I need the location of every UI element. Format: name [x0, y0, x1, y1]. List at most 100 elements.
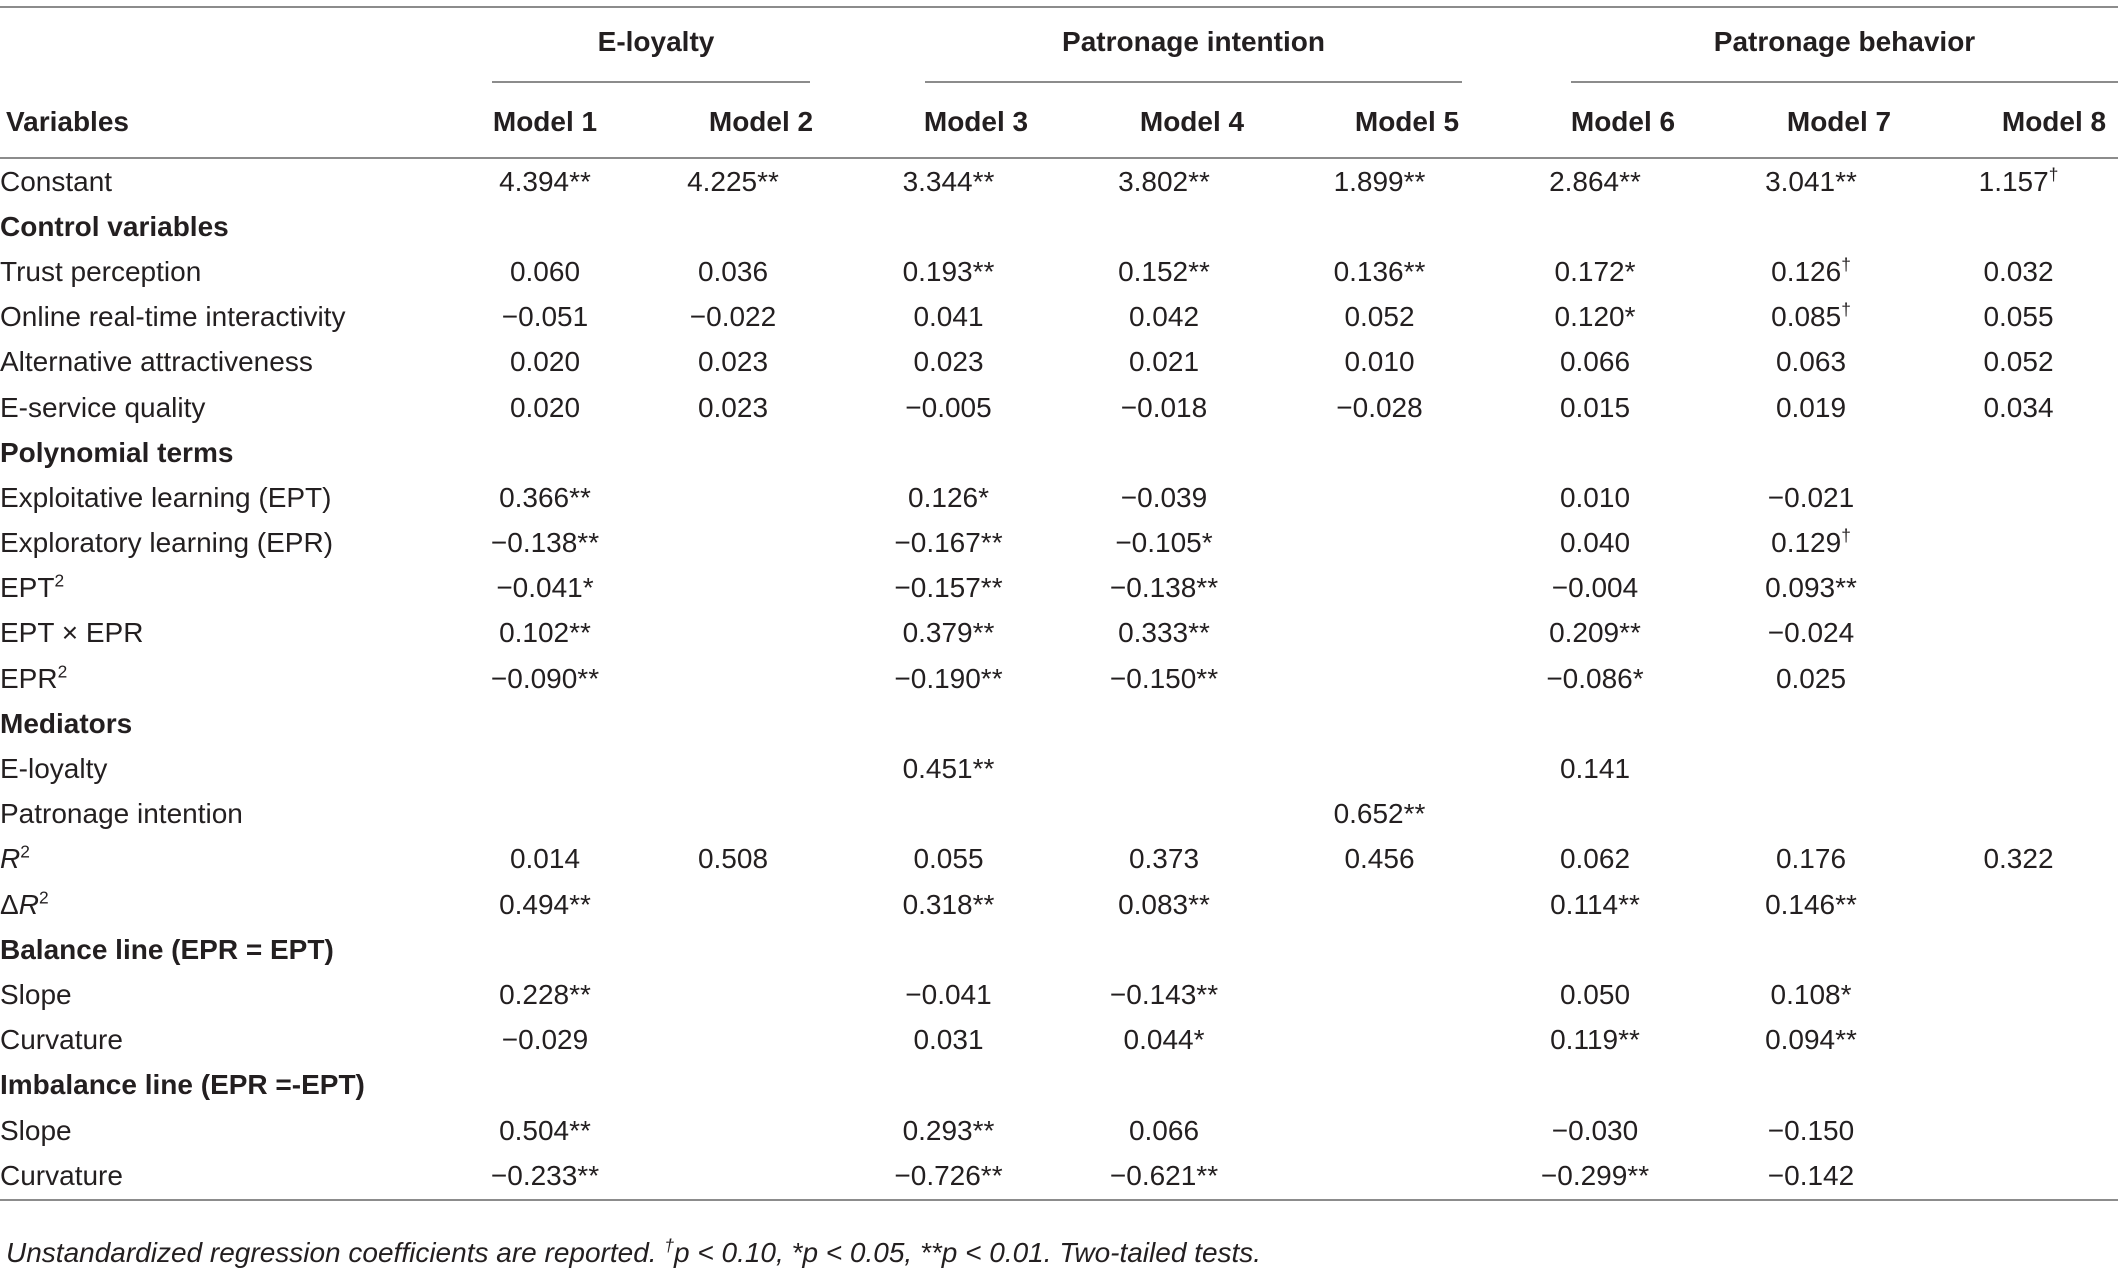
model-1-value: 0.504** [499, 1114, 591, 1146]
model-5-value [1272, 1018, 1487, 1063]
model-3-value [841, 927, 1056, 972]
model-4-value: 3.802** [1118, 165, 1210, 197]
model-7-value [1703, 746, 1919, 791]
model-3-value: 0.041 [913, 301, 984, 333]
model-4-header: Model 4 [1139, 106, 1245, 137]
model-3-value: 0.293** [902, 1114, 995, 1146]
table-bottom-rule [0, 1199, 2118, 1201]
model-8-value [1919, 430, 2118, 475]
model-6-value: 0.141 [1559, 753, 1631, 785]
model-3-value: 0.031 [913, 1024, 984, 1056]
model-3-value: −0.726** [894, 1159, 1003, 1191]
variables-header: Variables [6, 106, 129, 137]
model-6-value: 2.864** [1549, 165, 1641, 197]
variable-label: Trust perception [0, 255, 202, 287]
model-3-value: 0.451** [902, 753, 995, 785]
group-header-e-loyalty: E-loyalty [597, 26, 715, 57]
table-row: E-service quality 0.020 0.023 −0.005 −0.018 −… [0, 385, 2118, 430]
model-8-value [1919, 521, 2118, 566]
table-row: Slope 0.504** 0.293** 0.066 −0.030 −0.150 [0, 1108, 2118, 1153]
model-2-value: 0.508 [697, 843, 769, 875]
model-7-value: 0.094** [1765, 1024, 1857, 1056]
model-6-value: −0.004 [1551, 572, 1639, 604]
model-6-value: 0.114** [1550, 888, 1640, 920]
model-2-value [625, 972, 841, 1017]
model-1-value: 0.366** [499, 481, 591, 513]
variable-label: Online real-time interactivity [0, 301, 346, 333]
model-4-value [1056, 792, 1272, 837]
model-2-value [625, 1018, 841, 1063]
model-8-value [1919, 204, 2118, 249]
model-4-value: 0.044* [1123, 1024, 1205, 1056]
model-4-value: −0.621** [1109, 1159, 1219, 1191]
model-8-value: 0.032 [1983, 255, 2054, 287]
model-2-header: Model 2 [708, 106, 814, 137]
model-8-value [1919, 1018, 2118, 1063]
table-row: ΔR2 0.494** 0.318** 0.083** 0.114** 0.146** [0, 882, 2118, 927]
model-8-value: 1.157† [1978, 164, 2059, 197]
model-1-value: −0.041* [496, 572, 594, 604]
model-4-value: 0.333** [1118, 617, 1210, 649]
model-2-value: 0.023 [697, 346, 769, 378]
model-8-value [1919, 1153, 2118, 1198]
section-label: Balance line (EPR = EPT) [0, 933, 334, 965]
table-row: Exploitative learning (EPT) 0.366** 0.126*… [0, 475, 2118, 520]
section-label: Mediators [0, 707, 133, 739]
model-2-value [625, 611, 841, 656]
table-row: EPT2 −0.041* −0.157** −0.138** −0.004 0.093** [0, 566, 2118, 611]
model-5-value [1272, 204, 1487, 249]
table-row: Patronage intention 0.652** [0, 792, 2118, 837]
model-7-value [1703, 204, 1919, 249]
model-6-value: 0.040 [1559, 527, 1631, 559]
model-3-value: −0.041 [905, 978, 992, 1010]
model-6-value: 0.015 [1559, 391, 1631, 423]
model-5-value: 1.899** [1333, 165, 1426, 197]
group-header-patronage-behavior: Patronage behavior [1713, 26, 1976, 57]
model-2-value [625, 882, 841, 927]
model-7-value: 0.176 [1775, 843, 1847, 875]
table-row: Slope 0.228** −0.041 −0.143** 0.050 0.108* [0, 972, 2118, 1017]
model-8-value [1919, 701, 2118, 746]
section-header-row: Polynomial terms [0, 430, 2118, 475]
variable-label: Slope [0, 1114, 72, 1146]
model-6-value: 0.172* [1554, 255, 1636, 287]
model-2-value [625, 656, 841, 701]
model-1-value: −0.233** [490, 1159, 600, 1191]
table-row: E-loyalty 0.451** 0.141 [0, 746, 2118, 791]
model-3-value: 0.193** [902, 255, 995, 287]
model-7-value: 0.126† [1771, 254, 1851, 287]
model-4-value: −0.138** [1109, 572, 1219, 604]
variable-label: Curvature [0, 1159, 123, 1191]
variable-label: Alternative attractiveness [0, 346, 313, 378]
model-4-value: 0.066 [1128, 1114, 1200, 1146]
model-8-value [1919, 927, 2118, 972]
variable-label: Curvature [0, 1024, 123, 1056]
variable-label: Exploitative learning (EPT) [0, 481, 332, 513]
model-7-value: 0.108* [1770, 978, 1852, 1010]
model-2-value [625, 1153, 841, 1198]
model-3-value: −0.005 [905, 391, 992, 423]
model-4-value [1056, 204, 1272, 249]
model-5-value [1272, 1108, 1487, 1153]
model-3-value [841, 204, 1056, 249]
model-1-value: −0.138** [490, 527, 600, 559]
model-8-value [1919, 882, 2118, 927]
variable-label: Patronage intention [0, 798, 243, 830]
model-8-value [1919, 972, 2118, 1017]
model-5-value [1272, 701, 1487, 746]
model-5-value [1272, 611, 1487, 656]
model-7-value: −0.150 [1767, 1114, 1855, 1146]
model-7-value: 0.129† [1771, 525, 1851, 559]
model-1-value: 0.020 [509, 391, 581, 423]
table-row: EPR2 −0.090** −0.190** −0.150** −0.086* 0.025 [0, 656, 2118, 701]
model-4-value [1056, 927, 1272, 972]
model-5-value [1272, 1153, 1487, 1198]
model-7-value [1703, 1063, 1919, 1108]
model-5-value [1272, 566, 1487, 611]
model-8-value: 0.055 [1983, 301, 2054, 333]
model-3-value: 0.126* [908, 481, 989, 513]
model-6-value: 0.050 [1559, 978, 1631, 1010]
model-7-value: 0.093** [1765, 572, 1857, 604]
model-3-value: 0.379** [902, 617, 995, 649]
